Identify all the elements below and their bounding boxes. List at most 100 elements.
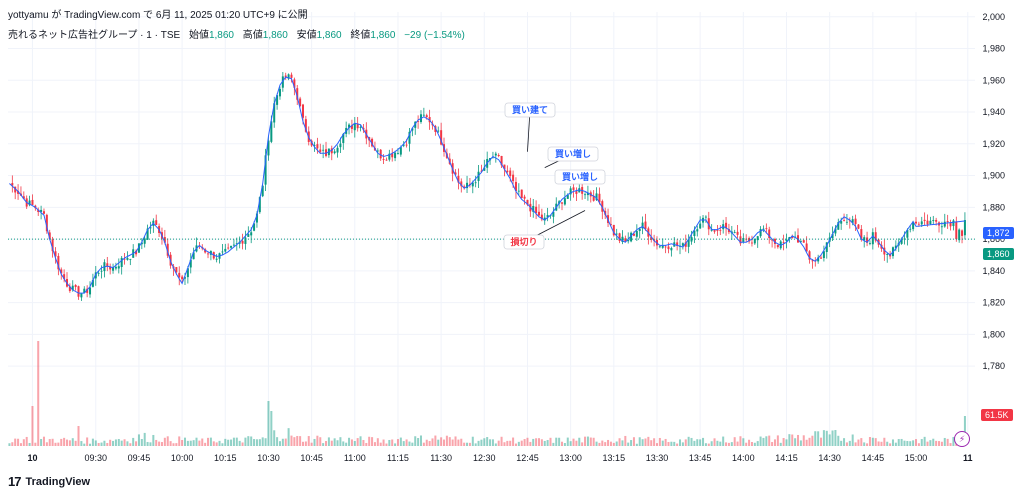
logo-text: TradingView [25,475,91,488]
symbol-name[interactable]: 売れるネット広告社グループ · 1 · TSE [8,30,181,41]
volume-bar [293,437,296,446]
candle-body [693,230,696,237]
candle-body [572,187,575,190]
candle-body [719,230,722,232]
volume-bar [868,437,871,446]
lightning-icon[interactable]: ⚡ [954,431,970,447]
candle-body [183,277,187,279]
candle-body [727,229,730,233]
volume-bar [917,443,920,446]
candle-body [224,248,227,252]
candle-body [799,241,802,242]
volume-bar [353,441,356,446]
candle-body [356,123,359,129]
candle-body [74,284,77,288]
candle-body [359,126,362,128]
volume-bar [817,431,820,446]
candle-body [690,236,693,242]
volume-bar [258,439,261,446]
candle-body [57,255,60,270]
candle-body [696,229,699,232]
candle-body [100,270,103,272]
volume-bar [676,443,679,446]
publish-info: yottyamu が TradingView.com で 6月 11, 2025… [8,10,308,21]
candle-body [514,181,517,192]
candle-body [181,276,184,280]
volume-bar [825,430,828,446]
candle-body [906,229,909,238]
candle-body [405,144,408,146]
candle-body [77,286,80,297]
volume-bar [359,436,362,446]
volume-bar [172,443,175,446]
volume-bar [733,437,736,446]
candle-body [17,190,20,194]
volume-bar [923,436,926,446]
candle-body [394,152,397,159]
volume-bar [431,438,434,446]
volume-bar [371,437,374,446]
time-axis[interactable]: 10 09:30 09:45 10:00 10:15 10:30 10:45 11:00 11:… [27,453,972,463]
volume-bar [687,436,690,446]
candle-body [923,219,926,221]
candle-body [788,237,791,239]
candle-body [68,286,71,292]
volume-bar [443,439,446,446]
open-value: 1,860 [208,30,234,41]
candle-body [707,218,710,230]
candle-body [699,223,702,229]
volume-bar [385,443,388,446]
volume-bar [897,439,900,446]
candle-body [313,145,316,146]
volume-bar [848,440,851,446]
price-axis[interactable]: 2,000 1,980 1,960 1,940 1,920 1,900 1,880 1,860… [982,12,1005,371]
candle-body [189,259,192,268]
candle-body [54,251,57,257]
volume-bar [178,436,181,446]
candle-body [851,219,854,223]
volume-bar [232,437,235,446]
candle-body [618,233,621,241]
candle-body [532,205,535,212]
volume-bar [535,438,538,446]
candle-body [863,237,866,241]
volume-bar [28,442,31,446]
volume-bar [750,441,753,446]
volume-bar [77,426,80,446]
candle-body [494,153,497,156]
candle-body [204,249,207,253]
annotation-label: 買い建て [512,104,548,115]
volume-bar [281,438,284,446]
candle-body [14,186,17,193]
volume-bar [647,436,650,446]
volume-bar [181,439,184,446]
volume-bar [356,438,359,446]
y-tick-label: 2,000 [982,12,1005,22]
volume-bar [739,436,742,446]
volume-bar [592,437,595,446]
candle-body [253,223,256,231]
volume-bar [883,437,886,446]
volume-bar [244,437,247,446]
volume-bar [186,440,189,446]
volume-bar [914,439,918,446]
volume-bar [578,437,581,446]
volume-bar [517,441,520,446]
candle-body [425,115,428,118]
candle-body [22,196,25,199]
volume-bar [34,442,37,446]
volume-bar [365,442,368,446]
candle-body [817,257,820,262]
candle-body [391,153,394,158]
volume-bar [63,437,66,446]
volume-bar [129,443,132,446]
candle-body [713,230,716,232]
volume-bar [86,437,89,446]
candle-body [319,149,322,152]
volume-bar [514,443,517,446]
candle-body [563,198,566,205]
tradingview-logo[interactable]: 17 TradingView [8,474,90,489]
candle-body [290,74,293,78]
volume-bar [667,442,670,446]
